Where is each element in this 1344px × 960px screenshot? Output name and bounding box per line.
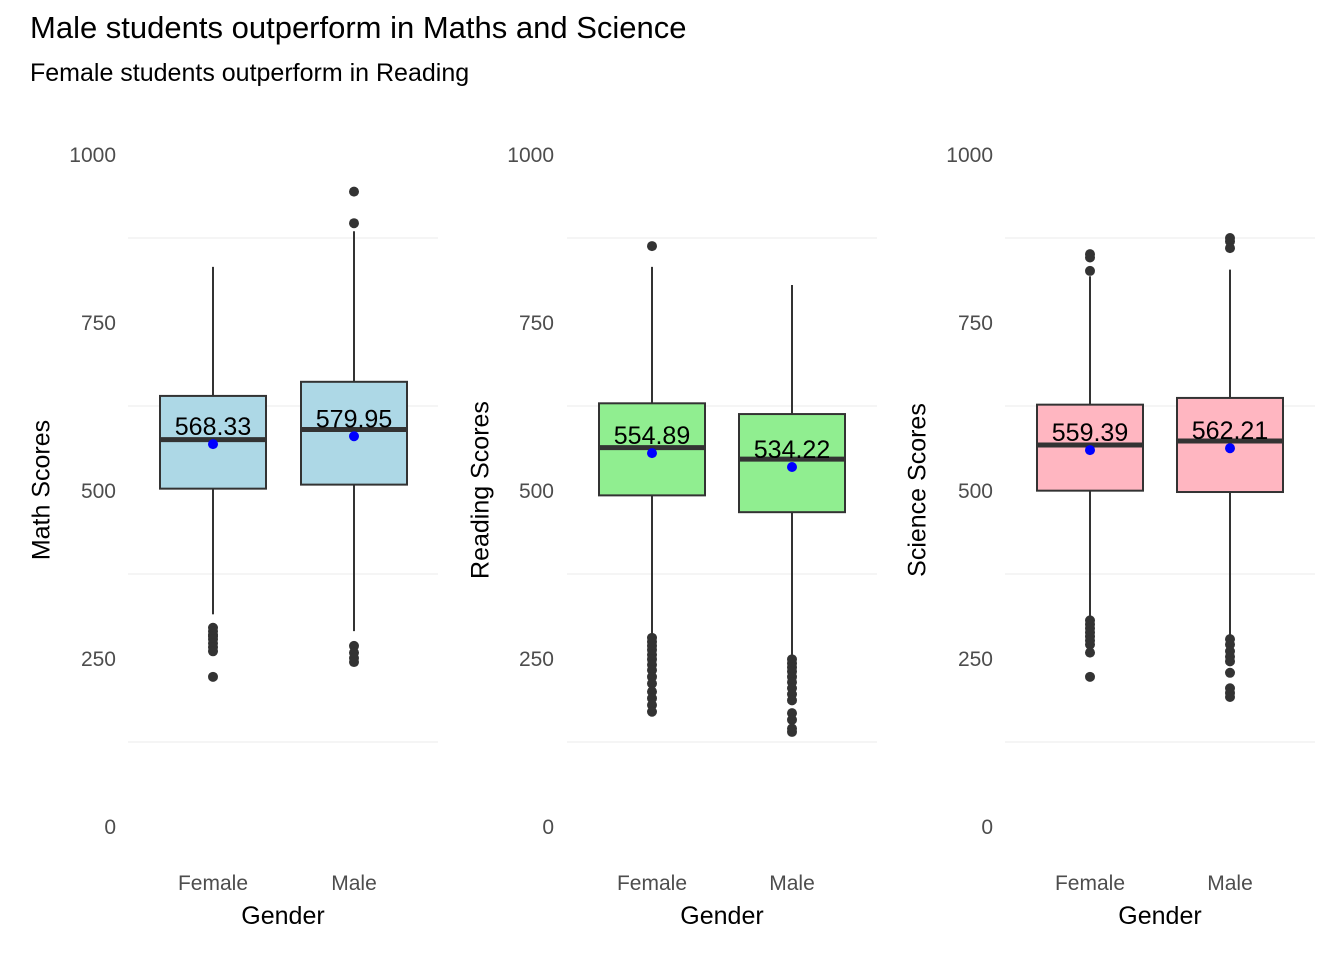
mean-point [1085, 445, 1095, 456]
y-tick-label: 750 [81, 312, 116, 335]
outlier-point [647, 706, 657, 717]
y-tick-label: 500 [519, 480, 554, 503]
mean-label: 562.21 [1192, 417, 1268, 445]
y-tick-label: 750 [958, 312, 993, 335]
outlier-point [1085, 639, 1095, 650]
y-tick-label: 1000 [507, 144, 554, 167]
mean-point [349, 431, 359, 442]
mean-label: 534.22 [754, 436, 830, 464]
mean-point [647, 448, 657, 459]
outlier-point [787, 695, 797, 706]
outlier-point [1085, 252, 1095, 263]
y-tick-label: 250 [81, 648, 116, 671]
outlier-point [349, 218, 359, 229]
outlier-point [647, 241, 657, 252]
x-tick-label: Female [178, 872, 248, 895]
outlier-point [1225, 667, 1235, 678]
mean-label: 568.33 [175, 413, 251, 441]
x-tick-label: Female [617, 872, 687, 895]
y-tick-label: 250 [519, 648, 554, 671]
outlier-point [349, 657, 359, 668]
outlier-point [1085, 647, 1095, 658]
outlier-point [1085, 671, 1095, 682]
y-tick-label: 1000 [69, 144, 116, 167]
outlier-point [1225, 243, 1235, 254]
y-axis-title: Reading Scores [467, 401, 495, 579]
x-tick-label: Female [1055, 872, 1125, 895]
mean-label: 559.39 [1052, 419, 1128, 447]
chart-title: Male students outperform in Maths and Sc… [30, 10, 687, 45]
outlier-point [787, 726, 797, 737]
box [300, 380, 408, 486]
x-tick-label: Male [769, 872, 815, 895]
y-tick-label: 500 [81, 480, 116, 503]
x-axis-title: Gender [680, 902, 763, 930]
x-tick-label: Male [331, 872, 377, 895]
outlier-point [787, 714, 797, 725]
y-axis-title: Science Scores [904, 403, 932, 577]
y-axis-title: Math Scores [28, 420, 56, 560]
outlier-point [208, 671, 218, 682]
mean-point [208, 439, 218, 450]
mean-point [1225, 443, 1235, 454]
y-tick-label: 500 [958, 480, 993, 503]
outlier-point [1085, 265, 1095, 276]
outlier-point [1225, 656, 1235, 667]
y-tick-label: 250 [958, 648, 993, 671]
outlier-point [208, 646, 218, 657]
y-tick-label: 0 [981, 816, 993, 839]
mean-label: 554.89 [614, 422, 690, 450]
x-axis-title: Gender [1118, 902, 1201, 930]
y-tick-label: 0 [542, 816, 554, 839]
chart-subtitle: Female students outperform in Reading [30, 59, 470, 87]
mean-label: 579.95 [316, 405, 392, 433]
y-tick-label: 0 [104, 816, 116, 839]
y-tick-label: 1000 [946, 144, 993, 167]
outlier-point [349, 186, 359, 197]
x-tick-label: Male [1207, 872, 1253, 895]
outlier-point [1225, 691, 1235, 702]
outlier-point [647, 678, 657, 689]
x-axis-title: Gender [241, 902, 324, 930]
mean-point [787, 462, 797, 473]
y-tick-label: 750 [519, 312, 554, 335]
